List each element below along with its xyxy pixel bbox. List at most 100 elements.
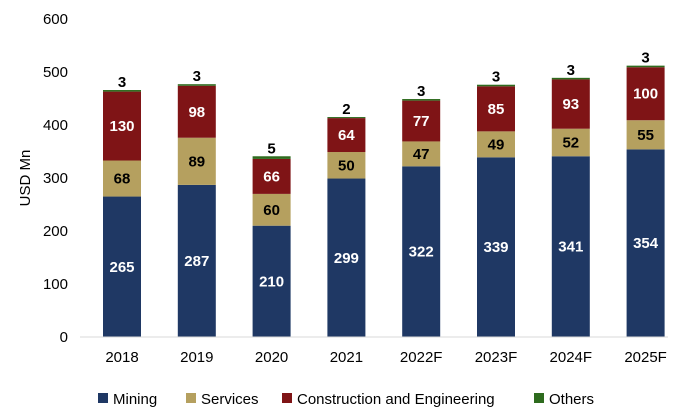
x-tick-label: 2023F (475, 349, 518, 366)
x-tick-label: 2022F (400, 349, 443, 366)
bar-segment (103, 91, 141, 161)
x-tick-label: 2021 (330, 349, 363, 366)
y-tick-label: 300 (43, 170, 68, 187)
bar-segment (626, 65, 665, 68)
data-label: 98 (188, 104, 205, 121)
bar-stack: 210 60 66 5 (252, 140, 291, 337)
y-tick-label: 0 (60, 329, 68, 346)
bar-segment (626, 67, 665, 121)
data-label: 341 (558, 239, 583, 256)
data-label: 49 (488, 136, 505, 153)
y-tick-label: 500 (43, 64, 68, 81)
bar-segment (252, 158, 291, 194)
x-tick-label: 2024F (550, 349, 593, 366)
bar-segment (402, 141, 441, 167)
legend-swatch (186, 393, 196, 403)
y-axis-title: USD Mn (17, 150, 34, 207)
x-tick-label: 2020 (255, 349, 288, 366)
bar-stack: 341 52 93 3 (551, 62, 590, 337)
bar-segment (551, 128, 590, 157)
bar-stack: 287 89 98 3 (177, 68, 216, 337)
x-tick-label: 2025F (624, 349, 667, 366)
data-label: 68 (114, 171, 131, 188)
bar-segment (551, 77, 590, 80)
bar-segment (177, 84, 216, 86)
bar-segment (103, 196, 141, 337)
bar-segment (177, 184, 216, 337)
bar-stack: 265 68 130 3 (103, 74, 141, 337)
data-label: 93 (562, 96, 579, 113)
y-tick-label: 600 (43, 11, 68, 28)
data-label: 85 (488, 101, 505, 118)
y-axis-ticks: 0 100 200 300 400 500 600 (43, 11, 68, 346)
data-label: 64 (338, 127, 355, 144)
legend-swatch (534, 393, 544, 403)
data-label: 3 (118, 74, 126, 91)
data-label: 52 (562, 134, 579, 151)
data-label: 339 (483, 239, 508, 256)
bar-segment (327, 117, 366, 119)
bar-segment (103, 90, 141, 92)
legend-label: Construction and Engineering (297, 391, 495, 408)
data-label: 210 (259, 273, 284, 290)
bar-stack: 354 55 100 3 (626, 50, 665, 337)
data-label: 287 (184, 253, 209, 270)
data-label: 3 (567, 62, 575, 79)
data-label: 130 (109, 118, 134, 135)
bar-segment (103, 160, 141, 197)
bar-segment (626, 149, 665, 337)
data-label: 60 (263, 202, 280, 219)
bar-segment (402, 166, 441, 337)
legend-label: Others (549, 391, 594, 408)
y-tick-label: 200 (43, 223, 68, 240)
data-label: 77 (413, 113, 430, 130)
bar-segment (626, 120, 665, 150)
bar-segment (177, 137, 216, 185)
bar-segment (252, 156, 291, 159)
bar-stack: 299 50 64 2 (327, 101, 366, 337)
data-label: 265 (109, 259, 134, 276)
data-label: 66 (263, 168, 280, 185)
y-tick-label: 100 (43, 276, 68, 293)
data-label: 50 (338, 157, 355, 174)
data-label: 5 (267, 140, 275, 157)
bar-segment (551, 79, 590, 129)
bar-segment (477, 84, 515, 87)
bar-stack: 322 47 77 3 (402, 83, 441, 337)
x-tick-label: 2019 (180, 349, 213, 366)
legend-swatch (98, 393, 108, 403)
bar-segment (327, 118, 366, 153)
data-label: 2 (342, 101, 350, 118)
bar-segment (477, 86, 515, 132)
bar-segment (252, 225, 291, 337)
bar-segment (402, 100, 441, 142)
data-label: 89 (188, 153, 205, 170)
bar-segment (551, 156, 590, 337)
data-label: 55 (637, 127, 654, 144)
bars: 265 68 130 3 287 89 98 3 210 60 66 5 299 50 64 2 322 47 77… (103, 50, 665, 337)
legend-swatch (282, 393, 292, 403)
data-label: 3 (492, 69, 500, 86)
data-label: 3 (417, 83, 425, 100)
y-tick-label: 400 (43, 117, 68, 134)
legend-label: Services (201, 391, 259, 408)
data-label: 3 (193, 68, 201, 85)
bar-segment (402, 99, 441, 101)
data-label: 354 (633, 235, 659, 252)
data-label: 3 (641, 50, 649, 67)
data-label: 47 (413, 146, 430, 163)
x-tick-label: 2018 (105, 349, 138, 366)
bar-segment (477, 131, 515, 158)
bar-stack: 339 49 85 3 (477, 69, 515, 337)
x-axis-ticks: 2018 2019 2020 2021 2022F 2023F 2024F 2025F (105, 349, 667, 366)
bar-segment (177, 85, 216, 138)
legend-label: Mining (113, 391, 157, 408)
data-label: 322 (409, 244, 434, 261)
data-label: 299 (334, 250, 359, 267)
legend: Mining Services Construction and Engineeri… (98, 391, 594, 408)
bar-segment (327, 178, 366, 337)
bar-segment (327, 152, 366, 179)
data-label: 100 (633, 86, 658, 103)
bar-segment (252, 193, 291, 226)
